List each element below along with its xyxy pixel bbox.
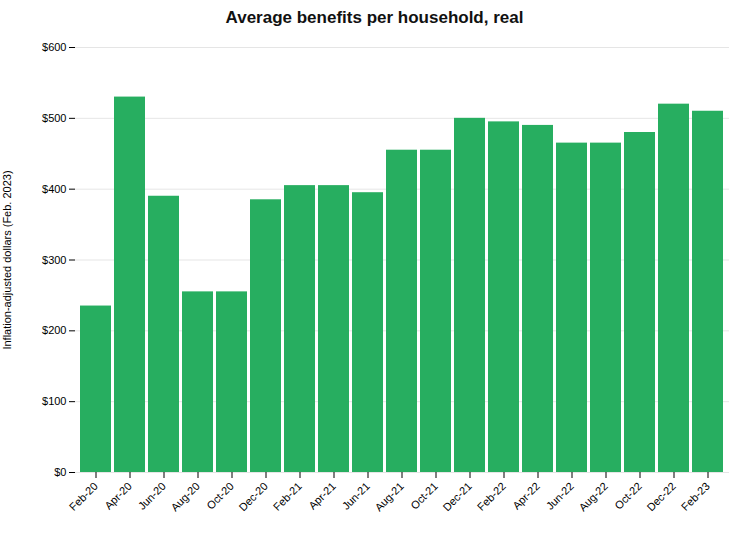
svg-text:$600: $600 xyxy=(42,41,66,53)
svg-text:Apr-22: Apr-22 xyxy=(510,480,542,512)
svg-text:Feb-23: Feb-23 xyxy=(679,480,712,513)
svg-text:$300: $300 xyxy=(42,254,66,266)
svg-text:Feb-20: Feb-20 xyxy=(67,480,100,513)
svg-text:Apr-21: Apr-21 xyxy=(306,480,338,512)
svg-text:Dec-21: Dec-21 xyxy=(440,480,474,514)
svg-text:$500: $500 xyxy=(42,112,66,124)
svg-text:Dec-22: Dec-22 xyxy=(644,480,678,514)
svg-text:Aug-20: Aug-20 xyxy=(168,480,202,514)
svg-text:Oct-22: Oct-22 xyxy=(612,480,644,512)
svg-text:Oct-20: Oct-20 xyxy=(204,480,236,512)
svg-text:Aug-21: Aug-21 xyxy=(372,480,406,514)
html-text:Average benefits per household: Average benefits per household, real xyxy=(225,8,524,27)
svg-text:$400: $400 xyxy=(42,183,66,195)
svg-text:Feb-22: Feb-22 xyxy=(475,480,508,513)
svg-text:Jun-22: Jun-22 xyxy=(544,480,576,512)
svg-text:$0: $0 xyxy=(54,466,66,478)
svg-text:Oct-21: Oct-21 xyxy=(408,480,440,512)
svg-text:Jun-21: Jun-21 xyxy=(340,480,372,512)
svg-text:Inflation-adjusted dollars (Fe: Inflation-adjusted dollars (Feb. 2023) xyxy=(1,170,13,349)
svg-text:Feb-21: Feb-21 xyxy=(271,480,304,513)
svg-text:$100: $100 xyxy=(42,395,66,407)
svg-text:Aug-22: Aug-22 xyxy=(576,480,610,514)
svg-text:Dec-20: Dec-20 xyxy=(236,480,270,514)
svg-text:$200: $200 xyxy=(42,324,66,336)
svg-text:Apr-20: Apr-20 xyxy=(102,480,134,512)
svg-text:Jun-20: Jun-20 xyxy=(136,480,168,512)
